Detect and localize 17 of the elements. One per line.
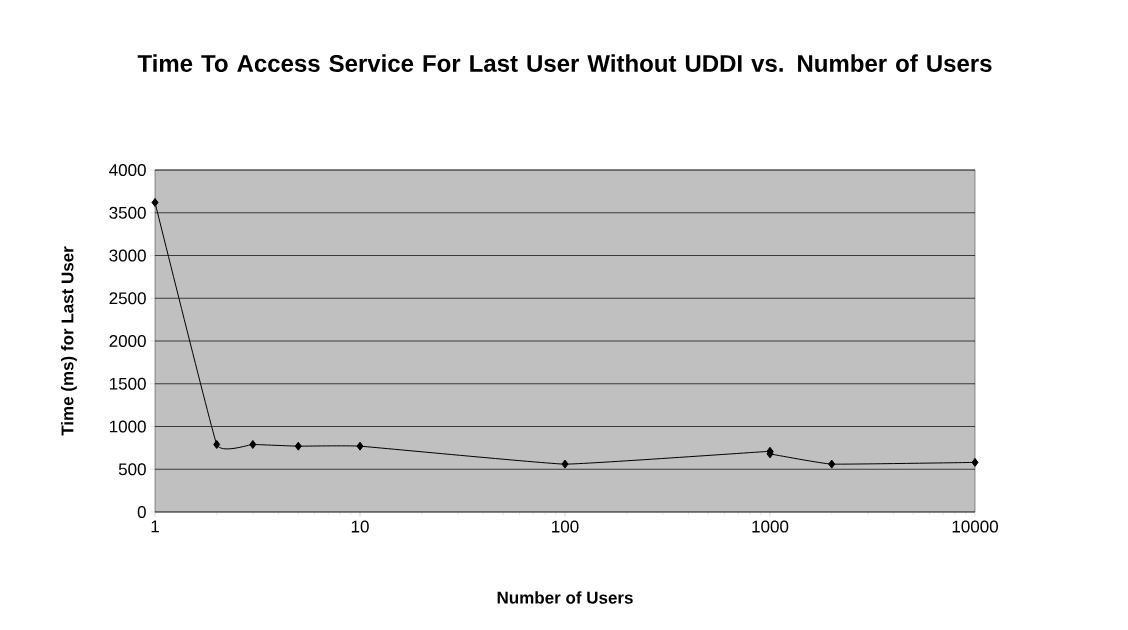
x-tick-label: 1 <box>151 520 159 533</box>
x-tick-label: 100 <box>552 520 579 533</box>
y-tick-label: 2500 <box>109 292 146 305</box>
x-tick-label: 10000 <box>952 520 998 533</box>
y-tick-label: 4000 <box>109 163 146 177</box>
y-tick-label: 3500 <box>109 206 146 219</box>
y-tick-label: 2000 <box>109 334 146 348</box>
y-tick-label: 3000 <box>109 249 146 262</box>
x-axis-title: Number of Users <box>497 591 633 604</box>
y-tick-label: 0 <box>137 505 146 519</box>
chart-title: Time To Access Service For Last User Without UDDI vs. Number of Users <box>137 54 992 72</box>
x-tick-label: 10 <box>351 520 369 533</box>
x-tick-label: 1000 <box>752 520 789 533</box>
y-axis-title: Time (ms) for Last User <box>60 246 77 436</box>
y-tick-label: 1000 <box>110 420 146 433</box>
y-tick-label: 1500 <box>110 377 146 390</box>
y-tick-label: 500 <box>118 463 146 476</box>
